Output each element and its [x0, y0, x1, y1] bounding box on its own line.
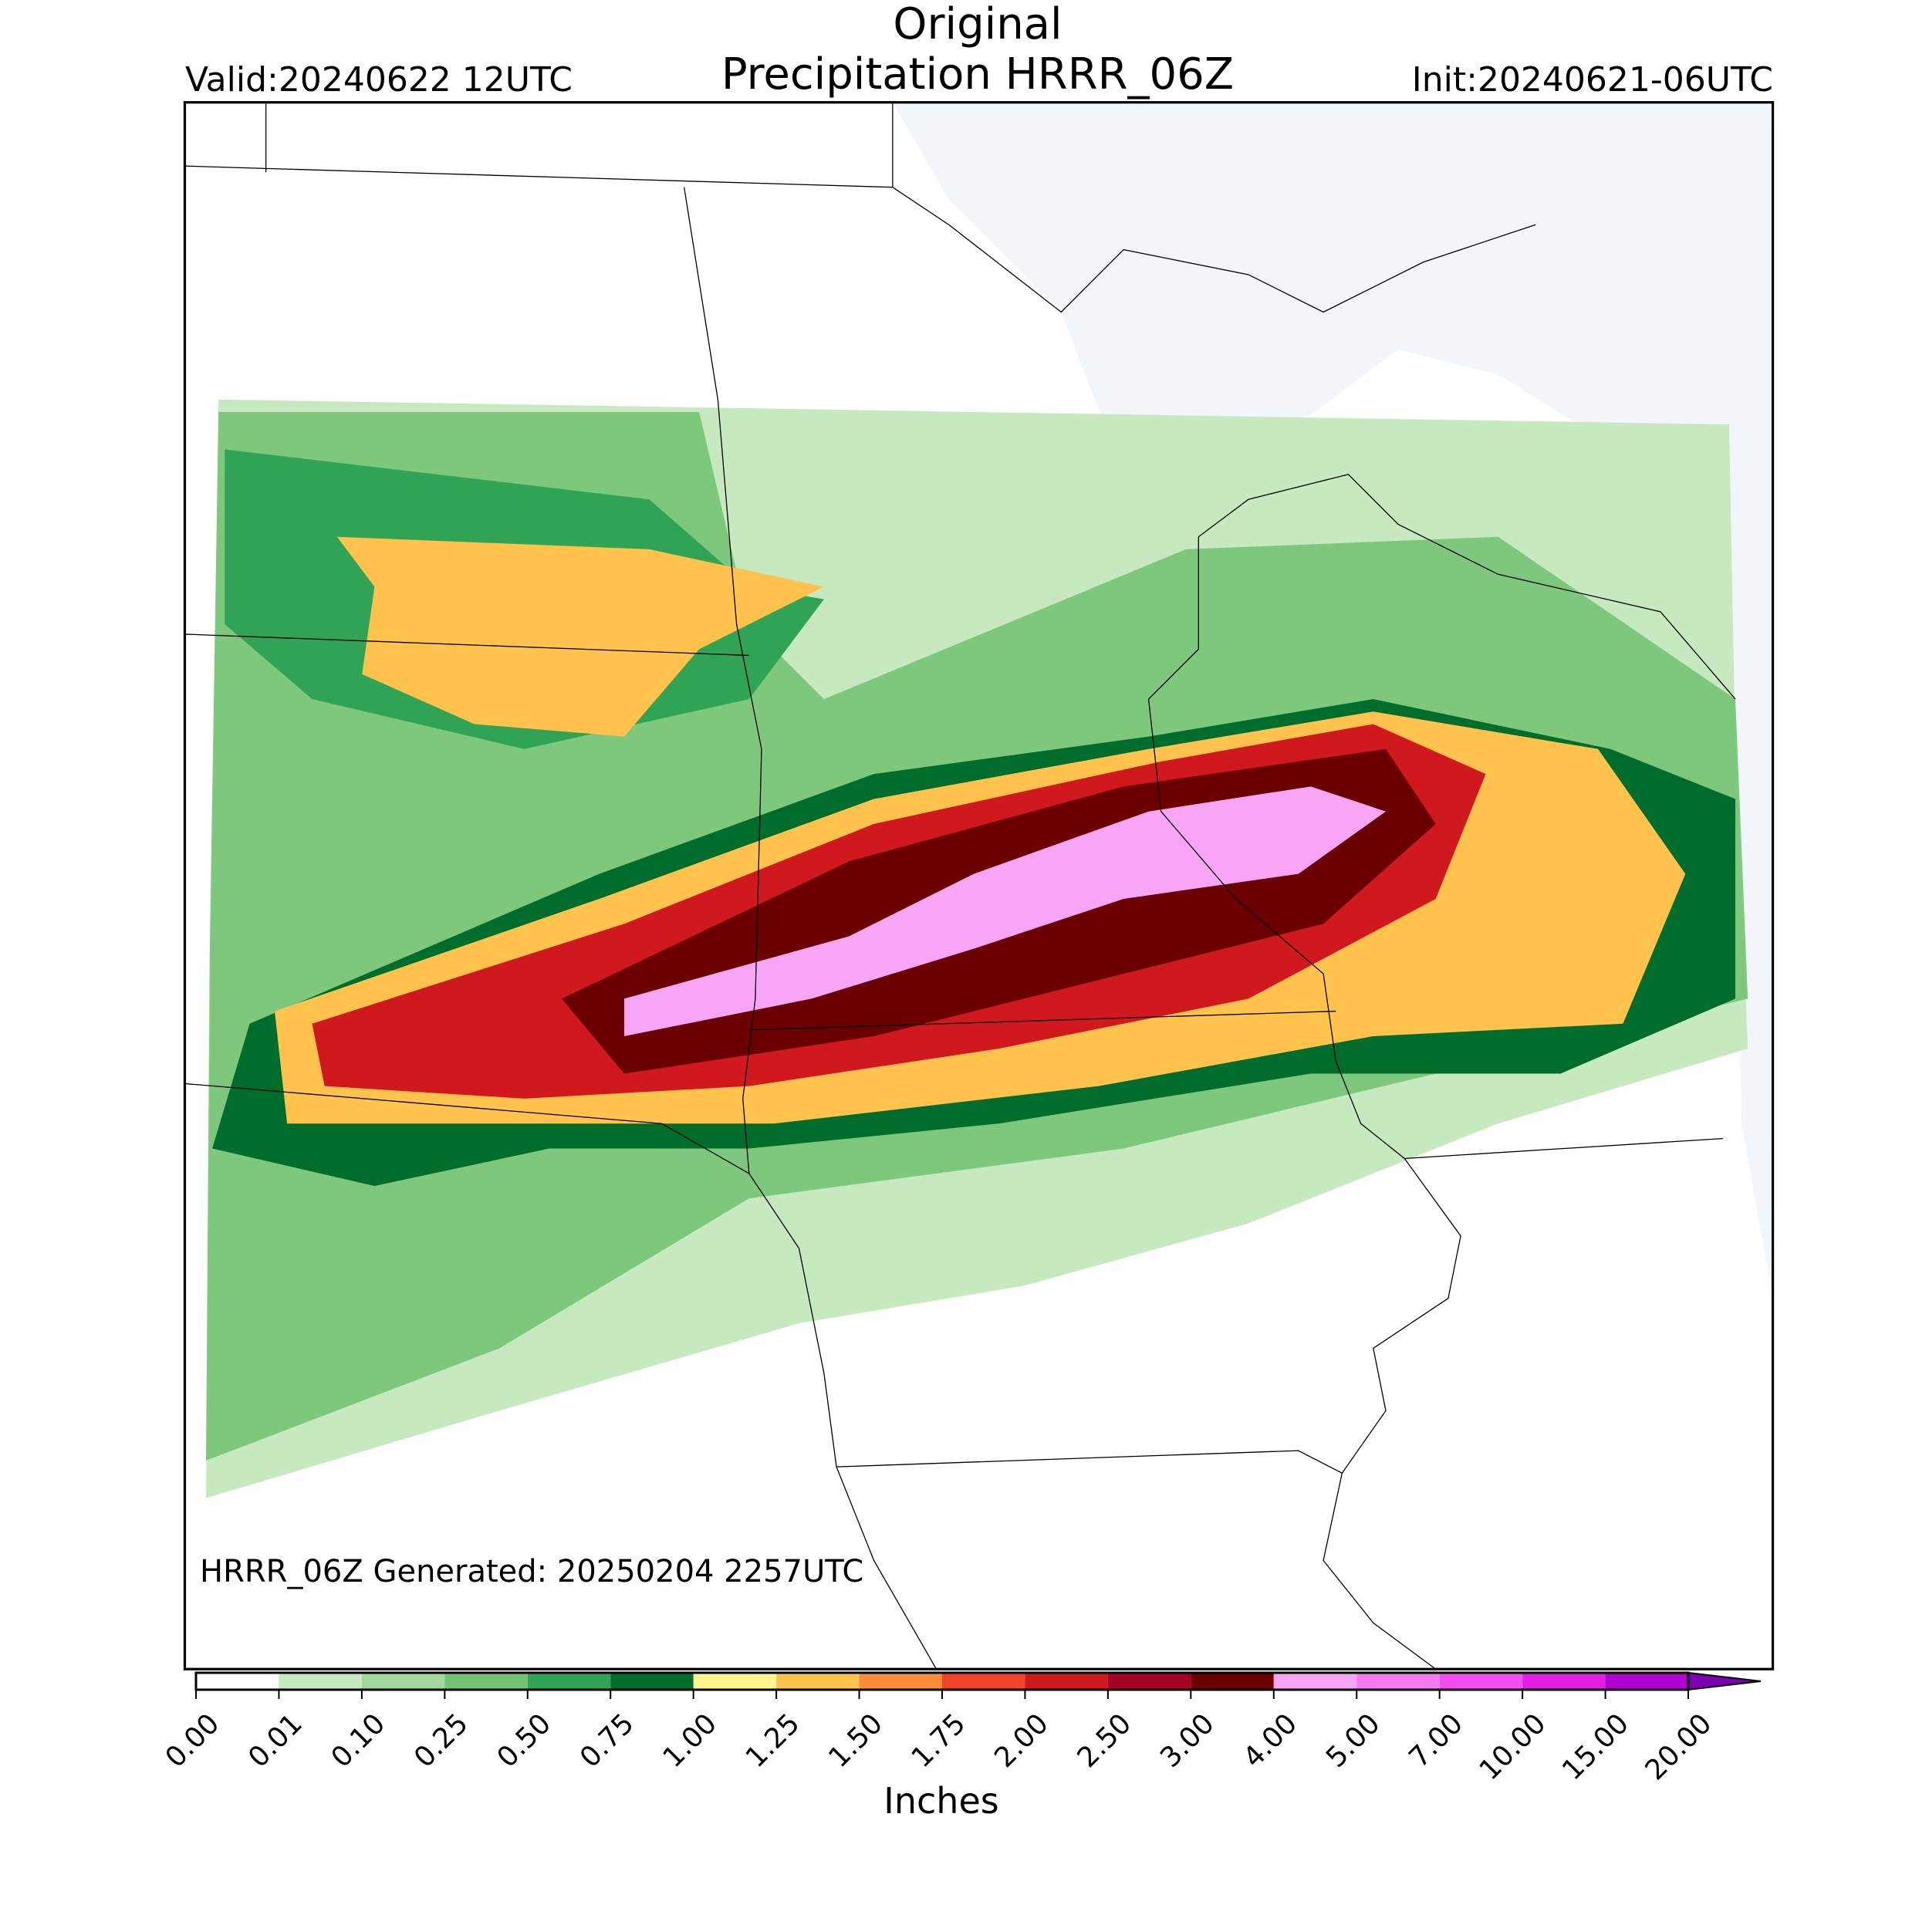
precip-core — [624, 786, 1386, 1036]
colorbar-tick-label: 0.01 — [242, 1707, 309, 1774]
colorbar-tick-label: 4.00 — [1238, 1707, 1304, 1774]
colorbar-tick-label: 7.00 — [1403, 1707, 1469, 1774]
colorbar-segment — [942, 1673, 1025, 1690]
map — [183, 101, 1775, 1670]
colorbar-segment — [1356, 1673, 1440, 1690]
colorbar-segment — [1273, 1673, 1357, 1690]
colorbar-segment — [693, 1673, 777, 1690]
colorbar-segment — [859, 1673, 942, 1690]
colorbar-tick-label: 3.00 — [1154, 1707, 1221, 1774]
valid-time: Valid:20240622 12UTC — [185, 60, 573, 100]
colorbar-segment — [1605, 1673, 1688, 1690]
colorbar-tick-label: 15.00 — [1556, 1707, 1635, 1786]
init-time: Init:20240621-06UTC — [1412, 60, 1773, 100]
colorbar-tick-label: 5.00 — [1320, 1707, 1387, 1774]
colorbar-segment — [1191, 1673, 1274, 1690]
colorbar: 0.00 0.01 0.10 0.25 0.50 0.75 1.00 1.25 1.50 1.75… — [160, 1671, 1762, 1786]
colorbar-segment — [776, 1673, 860, 1690]
colorbar-segment — [279, 1673, 362, 1690]
map-frame — [183, 101, 1775, 1670]
colorbar-tick-label: 2.00 — [988, 1707, 1055, 1774]
lake-water — [892, 102, 1773, 1299]
title: Original — [893, 0, 1062, 49]
generated-note: HRRR_06Z Generated: 20250204 2257UTC — [200, 1554, 863, 1589]
colorbar-segment — [527, 1673, 611, 1690]
colorbar-segment — [444, 1673, 528, 1690]
colorbar-tick-label: 2.50 — [1072, 1707, 1138, 1774]
colorbar-segment — [610, 1673, 694, 1690]
colorbar-tick-label: 1.25 — [740, 1707, 806, 1774]
colorbar-tick-label: 0.75 — [574, 1707, 640, 1774]
colorbar-segment — [1439, 1673, 1523, 1690]
colorbar-segment — [361, 1673, 445, 1690]
colorbar-extend — [1687, 1671, 1762, 1691]
subtitle: Precipitation HRRR_06Z — [721, 49, 1234, 100]
colorbar-segment — [1107, 1673, 1191, 1690]
colorbar-tick-label: 0.00 — [160, 1707, 226, 1774]
colorbar-tick-label: 1.75 — [906, 1707, 972, 1774]
colorbar-tick-label: 20.00 — [1640, 1707, 1718, 1786]
precip-north-heavy — [336, 536, 824, 737]
colorbar-tick-label: 0.25 — [408, 1707, 475, 1774]
borders — [184, 102, 1736, 1670]
colorbar-tick-label: 1.00 — [657, 1707, 723, 1774]
colorbar-tick-label: 0.10 — [326, 1707, 392, 1774]
colorbar-tick-label: 1.50 — [823, 1707, 889, 1774]
colorbar-label: Inches — [883, 1780, 998, 1822]
colorbar-segment — [1522, 1673, 1606, 1690]
colorbar-tick-label: 10.00 — [1474, 1707, 1552, 1786]
colorbar-tick-label: 0.50 — [492, 1707, 558, 1774]
colorbar-segment — [1025, 1673, 1108, 1690]
colorbar-segment — [196, 1673, 279, 1690]
